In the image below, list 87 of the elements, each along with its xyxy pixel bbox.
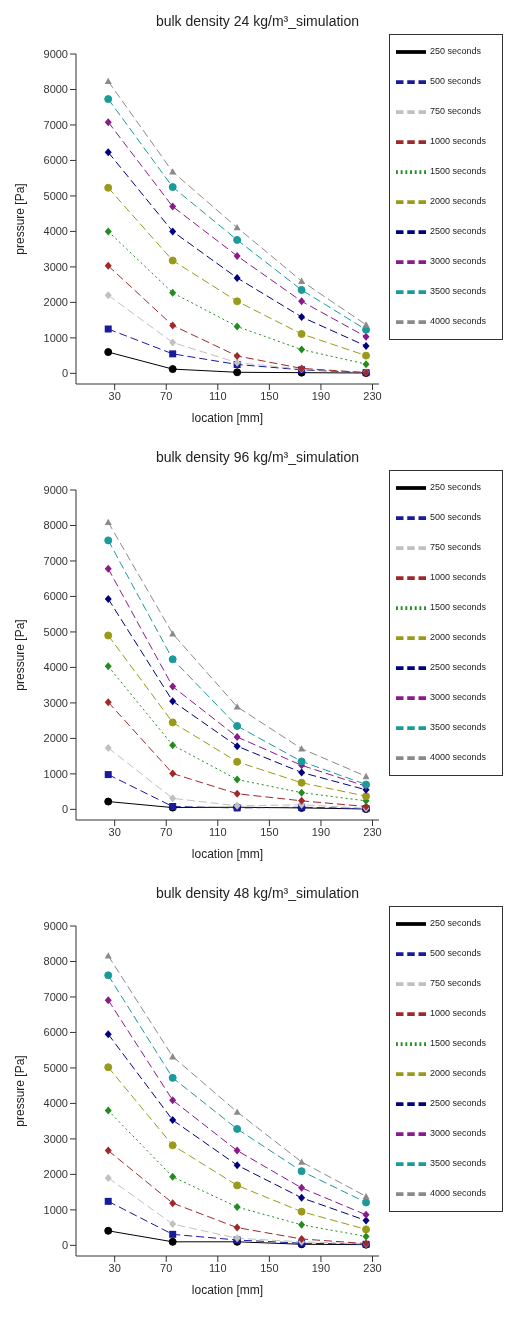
y-tick-label: 4000 <box>43 1097 68 1110</box>
y-tick-label: 1000 <box>43 1203 68 1216</box>
legend-label: 3500 seconds <box>429 286 486 297</box>
y-tick-label: 6000 <box>43 154 68 167</box>
x-tick-label: 30 <box>108 1261 121 1274</box>
y-tick-label: 1000 <box>43 767 68 780</box>
legend-label: 4000 seconds <box>429 752 486 763</box>
legend-label: 2500 seconds <box>429 662 486 673</box>
y-tick-label: 6000 <box>43 1026 68 1039</box>
legend-label: 750 seconds <box>429 542 481 553</box>
y-tick-label: 2000 <box>43 732 68 745</box>
legend-label: 3000 seconds <box>429 1128 486 1139</box>
y-tick-label: 2000 <box>43 296 68 309</box>
x-axis-title: location [mm] <box>191 847 264 861</box>
y-tick-label: 9000 <box>43 483 68 496</box>
x-tick-label: 150 <box>260 825 279 838</box>
legend-label: 2500 seconds <box>429 1098 486 1109</box>
legend-label: 1500 seconds <box>429 1038 486 1049</box>
legend-label: 250 seconds <box>429 46 481 57</box>
y-tick-label: 0 <box>61 803 68 816</box>
x-axis-title: location [mm] <box>191 411 264 425</box>
legend-label: 1000 seconds <box>429 136 486 147</box>
y-tick-label: 8000 <box>43 83 68 96</box>
legend-label: 2500 seconds <box>429 226 486 237</box>
y-axis-title: pressure [Pa] <box>13 183 28 255</box>
legend-label: 1000 seconds <box>429 572 486 583</box>
y-tick-label: 9000 <box>43 47 68 60</box>
x-tick-label: 70 <box>160 389 173 402</box>
chart-title: bulk density 96 kg/m³_simulation <box>154 448 361 467</box>
x-tick-label: 70 <box>160 825 173 838</box>
legend-label: 1500 seconds <box>429 602 486 613</box>
x-tick-label: 30 <box>108 825 121 838</box>
y-tick-label: 3000 <box>43 1132 68 1145</box>
x-tick-label: 70 <box>160 1261 173 1274</box>
legend-label: 1500 seconds <box>429 166 486 177</box>
x-tick-label: 230 <box>363 825 382 838</box>
y-tick-label: 1000 <box>43 331 68 344</box>
x-tick-label: 110 <box>209 389 227 402</box>
y-tick-label: 3000 <box>43 696 68 709</box>
y-tick-label: 5000 <box>43 189 68 202</box>
y-tick-label: 7000 <box>43 118 68 131</box>
y-tick-label: 0 <box>61 367 68 380</box>
legend-label: 500 seconds <box>429 76 481 87</box>
x-axis-title: location [mm] <box>191 1283 264 1297</box>
x-tick-label: 110 <box>209 825 227 838</box>
y-tick-label: 8000 <box>43 519 68 532</box>
legend-label: 2000 seconds <box>429 1068 486 1079</box>
x-tick-label: 150 <box>260 1261 279 1274</box>
legend-label: 750 seconds <box>429 106 481 117</box>
chart-title: bulk density 24 kg/m³_simulation <box>154 12 361 31</box>
legend-label: 2000 seconds <box>429 196 486 207</box>
x-tick-label: 230 <box>363 1261 382 1274</box>
x-tick-label: 150 <box>260 389 279 402</box>
y-tick-label: 6000 <box>43 590 68 603</box>
x-tick-label: 230 <box>363 389 382 402</box>
y-axis-title: pressure [Pa] <box>13 1055 28 1127</box>
legend-label: 750 seconds <box>429 978 481 989</box>
legend-label: 3000 seconds <box>429 692 486 703</box>
x-tick-label: 190 <box>311 389 331 402</box>
legend-label: 2000 seconds <box>429 632 486 643</box>
y-tick-label: 4000 <box>43 661 68 674</box>
legend-label: 4000 seconds <box>429 316 486 327</box>
y-tick-label: 0 <box>61 1239 68 1252</box>
y-tick-label: 2000 <box>43 1168 68 1181</box>
y-tick-label: 4000 <box>43 225 68 238</box>
y-tick-label: 9000 <box>43 919 68 932</box>
legend-label: 3500 seconds <box>429 1158 486 1169</box>
legend-label: 250 seconds <box>429 918 481 929</box>
y-tick-label: 7000 <box>43 554 68 567</box>
legend-label: 4000 seconds <box>429 1188 486 1199</box>
y-tick-label: 7000 <box>43 990 68 1003</box>
chart-title: bulk density 48 kg/m³_simulation <box>154 884 361 903</box>
legend-label: 3000 seconds <box>429 256 486 267</box>
y-tick-label: 5000 <box>43 625 68 638</box>
legend-label: 500 seconds <box>429 948 481 959</box>
y-tick-label: 3000 <box>43 260 68 273</box>
x-tick-label: 190 <box>311 1261 331 1274</box>
x-tick-label: 190 <box>311 825 331 838</box>
legend-label: 250 seconds <box>429 482 481 493</box>
y-tick-label: 8000 <box>43 955 68 968</box>
legend-label: 3500 seconds <box>429 722 486 733</box>
x-tick-label: 30 <box>108 389 121 402</box>
legend-label: 500 seconds <box>429 512 481 523</box>
legend-label: 1000 seconds <box>429 1008 486 1019</box>
x-tick-label: 110 <box>209 1261 227 1274</box>
y-tick-label: 5000 <box>43 1061 68 1074</box>
y-axis-title: pressure [Pa] <box>13 619 28 691</box>
